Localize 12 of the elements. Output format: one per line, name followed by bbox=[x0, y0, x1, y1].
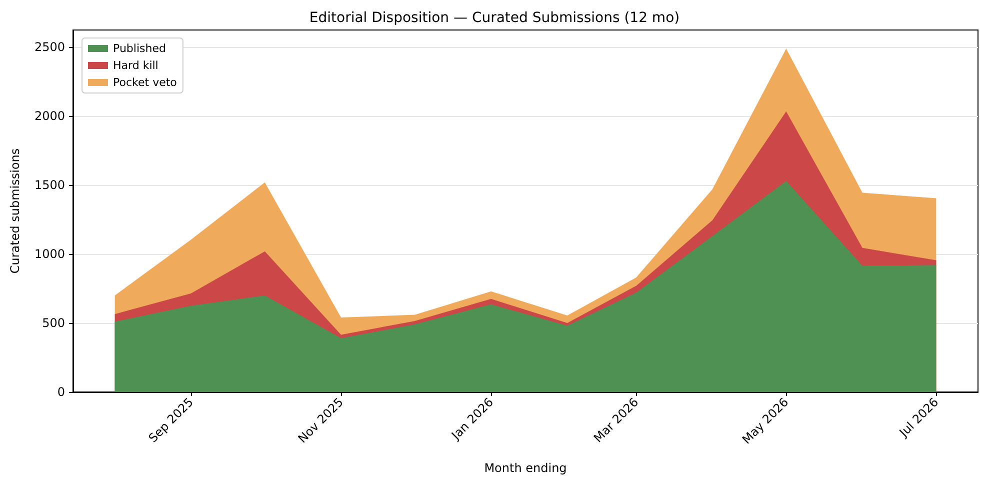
legend-label: Published bbox=[113, 42, 166, 55]
y-tick-label: 1000 bbox=[34, 247, 65, 262]
legend-label: Pocket veto bbox=[113, 76, 178, 89]
legend-label: Hard kill bbox=[113, 59, 158, 72]
y-axis-title: Curated submissions bbox=[8, 148, 22, 274]
y-tick-label: 2000 bbox=[34, 109, 65, 124]
y-tick-label: 1500 bbox=[34, 178, 65, 192]
y-tick-label: 2500 bbox=[34, 40, 65, 54]
chart-title: Editorial Disposition — Curated Submissions (12 mo) bbox=[309, 10, 680, 26]
y-tick-label: 500 bbox=[42, 316, 65, 330]
x-axis-title: Month ending bbox=[484, 461, 567, 475]
y-tick-label: 0 bbox=[57, 385, 65, 399]
